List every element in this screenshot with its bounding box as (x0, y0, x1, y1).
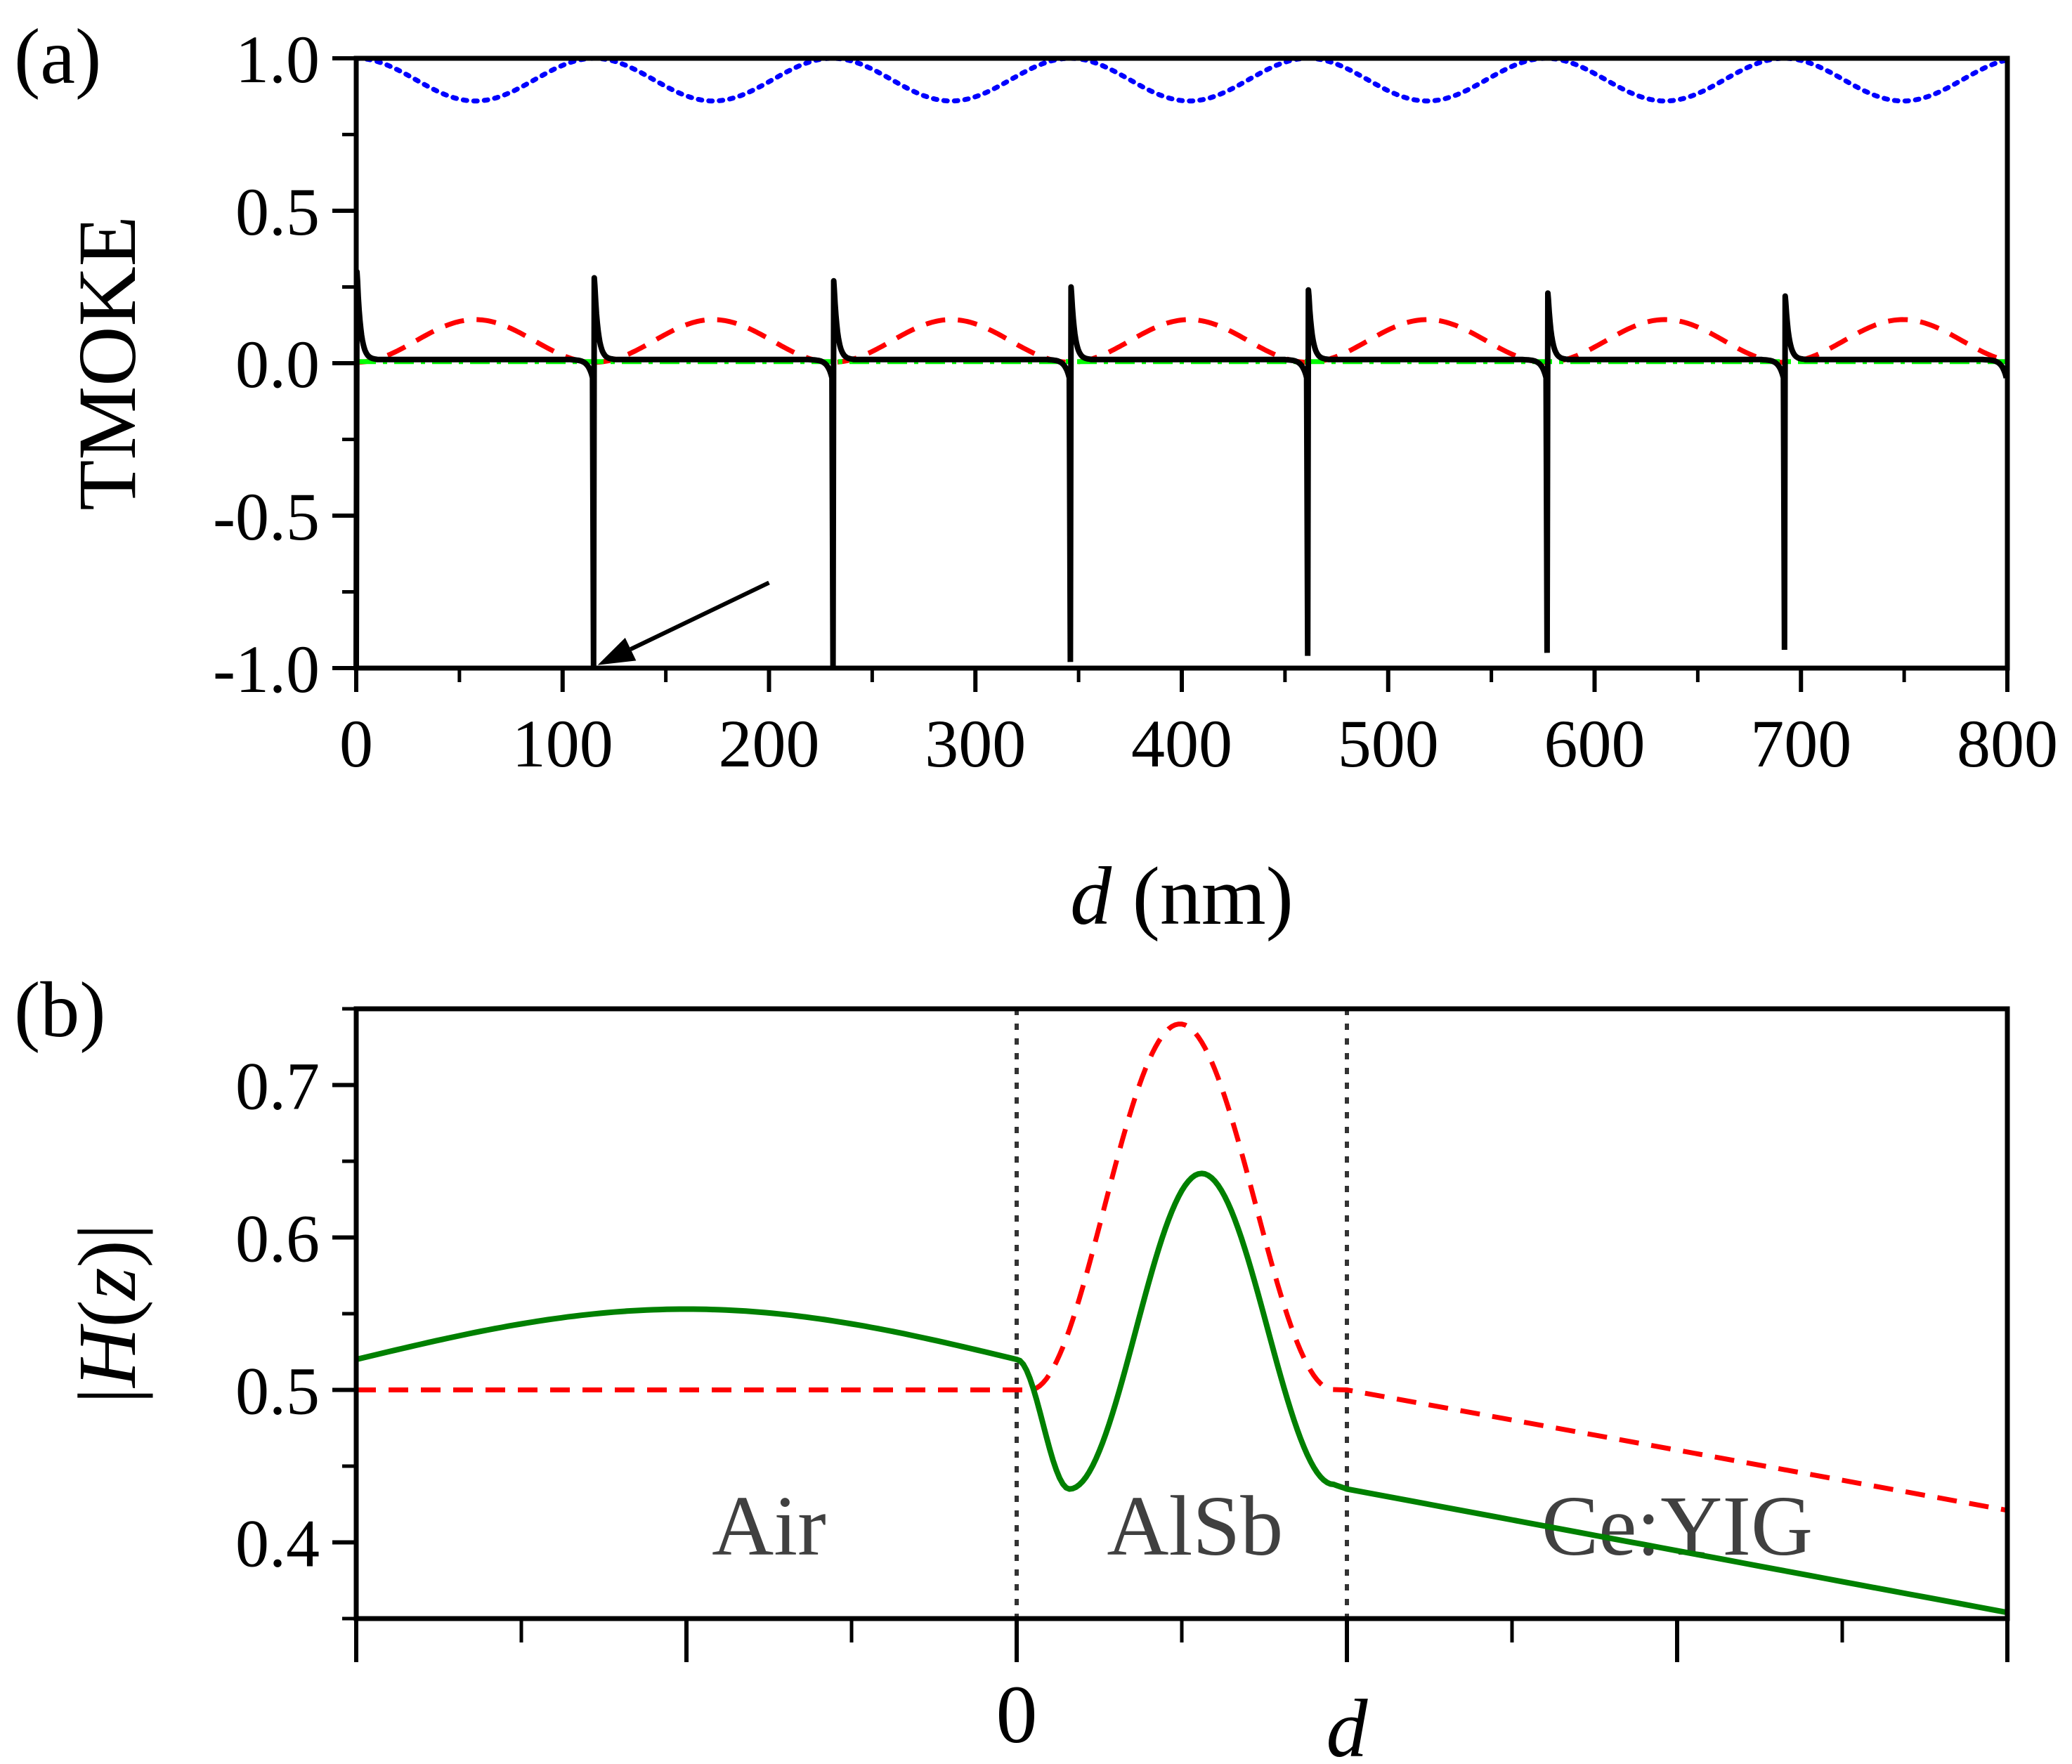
svg-text:|H(z)|: |H(z)| (61, 1224, 153, 1404)
y-tick-label: 1.0 (235, 22, 320, 97)
y-tick-label: -1.0 (213, 632, 320, 707)
panel-b-x-ticks (354, 1619, 2009, 1662)
series-blue-dotted (353, 55, 2010, 104)
x-tick-label: 300 (925, 706, 1026, 781)
x-tick-label-d: d (1327, 1683, 1369, 1764)
arrow-head (597, 637, 637, 665)
arrow-annotation (597, 580, 770, 665)
x-axis-title-unit: (nm) (1112, 850, 1294, 942)
y-tick-label: -0.5 (213, 479, 320, 554)
x-tick-label: 600 (1544, 706, 1646, 781)
y-tick-label: 0.6 (235, 1201, 320, 1276)
panel-a-curves (353, 55, 2010, 669)
x-axis-title-italic: d (1070, 850, 1112, 942)
series-red-dashed (356, 317, 2008, 365)
series-green-solid (356, 1170, 2008, 1616)
y-tick-label: 0.4 (235, 1506, 320, 1581)
panel-a-y-axis-title: TMOKE (61, 216, 153, 511)
panel-b-y-ticks: 0.4 0.5 0.6 0.7 (235, 1007, 356, 1621)
region-labels: Air AlSb Ce:YIG (712, 1479, 1813, 1574)
panel-a-x-axis-title: d (nm) (1070, 850, 1294, 942)
x-tick-label: 700 (1750, 706, 1851, 781)
x-tick-label: 800 (1957, 706, 2058, 781)
y-tick-label: 0.0 (235, 327, 320, 402)
panel-b: (b) Air AlSb Ce:YIG 0.4 0.5 0.6 0.7 0 d |H(… (14, 967, 2010, 1764)
x-tick-label: 100 (512, 706, 613, 781)
y-tick-label: 0.7 (235, 1049, 320, 1124)
x-tick-label: 500 (1338, 706, 1439, 781)
panel-b-y-axis-title: |H(z)| (61, 1224, 153, 1404)
y-tick-label: 0.5 (235, 174, 320, 249)
panel-b-curves (356, 1021, 2008, 1616)
x-tick-label-zero: 0 (996, 1668, 1038, 1760)
series-red-dashed (356, 1021, 2008, 1513)
region-label-air: Air (712, 1479, 826, 1574)
region-label-ceyig: Ce:YIG (1542, 1479, 1813, 1574)
panel-b-label: (b) (14, 967, 106, 1054)
panel-a-y-ticks: -1.0 -0.5 0.0 0.5 1.0 (213, 22, 356, 707)
region-label-alsb: AlSb (1107, 1479, 1283, 1574)
x-tick-label: 200 (719, 706, 820, 781)
arrow-line (630, 580, 770, 651)
panel-a-x-ticks: 0 100 200 300 400 500 600 700 800 (339, 668, 2058, 781)
panel-a-label: (a) (14, 13, 101, 100)
y-tick-label: 0.5 (235, 1354, 320, 1429)
x-tick-label: 400 (1131, 706, 1232, 781)
svg-text:d (nm): d (nm) (1070, 850, 1294, 942)
series-black-solid (353, 268, 2009, 669)
panel-a: (a) 0 100 200 300 400 500 600 700 800 -1.0 -0.5 0.… (14, 13, 2058, 942)
x-tick-label: 0 (339, 706, 373, 781)
